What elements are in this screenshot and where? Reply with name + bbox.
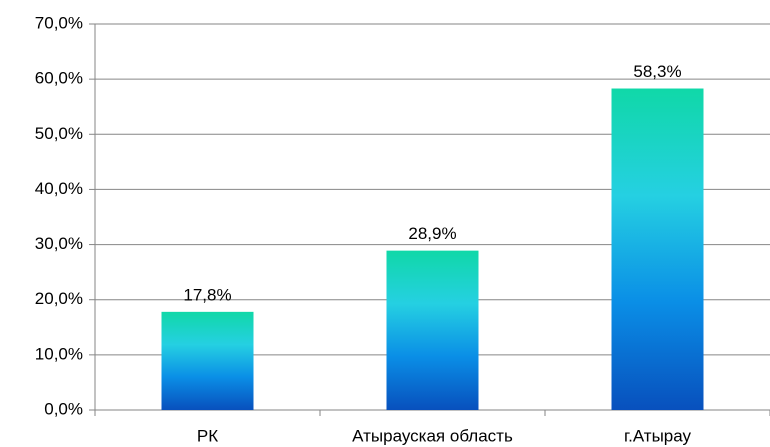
y-tick-label: 0,0% [44, 399, 83, 418]
y-tick-label: 20,0% [35, 289, 83, 308]
y-tick-label: 40,0% [35, 179, 83, 198]
y-tick-label: 30,0% [35, 234, 83, 253]
bar [161, 311, 254, 410]
y-tick-label: 50,0% [35, 124, 83, 143]
x-tick-label: г.Атырау [624, 426, 692, 445]
y-tick-label: 60,0% [35, 69, 83, 88]
x-tick-label: РК [197, 426, 218, 445]
bar [611, 88, 704, 410]
data-label: 58,3% [633, 62, 681, 81]
bar [386, 250, 479, 410]
y-tick-label: 10,0% [35, 344, 83, 363]
data-label: 17,8% [183, 285, 231, 304]
x-tick-label: Атырауская область [352, 426, 513, 445]
data-label: 28,9% [408, 224, 456, 243]
y-tick-label: 70,0% [35, 13, 83, 32]
